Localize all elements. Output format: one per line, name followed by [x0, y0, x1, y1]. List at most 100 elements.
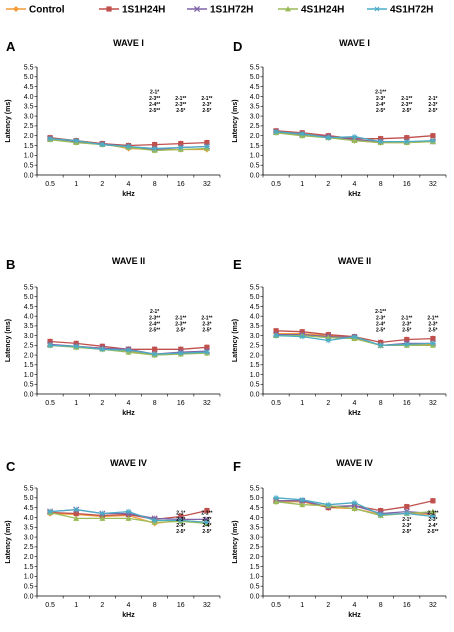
significance-label: 2-1*: [150, 309, 159, 315]
significance-label: 2-5**: [149, 328, 160, 334]
significance-label: 2-5*: [402, 108, 411, 114]
y-tick-label: 0.0: [24, 172, 34, 179]
panels: A WAVE I 0.0 0.5 1.0 1.5 2.0 2.5 3.0 3.5 4.0 4.5 5.0…: [5, 38, 447, 619]
x-tick-label: 32: [429, 400, 437, 407]
data-point: [325, 338, 332, 343]
y-tick-label: 5.0: [24, 495, 34, 502]
y-tick-label: 3.5: [24, 104, 34, 111]
legend: Control 1S1H24H 1S1H72H 4S1H24H 4S1H72H: [6, 5, 433, 16]
y-tick-label: 4.0: [250, 94, 260, 101]
significance-label: 2-1**: [175, 315, 186, 321]
chart-title: WAVE IV: [110, 458, 147, 468]
legend-entry-control: Control: [6, 5, 65, 16]
data-point: [325, 502, 332, 508]
chart-title: WAVE IV: [336, 458, 373, 468]
data-point: [403, 342, 410, 347]
x-tick-label: 8: [379, 181, 383, 188]
significance-label: 2-3*: [376, 315, 385, 321]
significance-label: 2-3**: [401, 102, 412, 108]
legend-label: 4S1H72H: [390, 5, 433, 16]
data-point: [430, 335, 436, 342]
chart-title: WAVE II: [338, 256, 371, 266]
significance-annotation: 2-1**2-3**2-5*: [401, 96, 412, 114]
significance-label: 2-3*: [428, 102, 437, 108]
significance-label: 2-5*: [376, 108, 385, 114]
chart-title: WAVE I: [339, 38, 370, 48]
x-tick-label: 2: [326, 181, 330, 188]
legend-entry-1s1h72h: 1S1H72H: [187, 5, 253, 16]
x-tick-label: 32: [429, 602, 437, 609]
y-axis-label: Latency (ms): [5, 99, 12, 142]
x-tick-label: 4: [353, 602, 357, 609]
x-tick-label: 16: [403, 181, 411, 188]
y-tick-label: 1.5: [24, 143, 34, 150]
x-axis-label: kHz: [122, 191, 135, 198]
significance-label: 2-5**: [427, 529, 438, 535]
panel-letter: F: [233, 459, 241, 474]
data-point: [47, 136, 53, 142]
significance-annotation: 2-1*2-3*2-5*: [402, 517, 411, 535]
x-tick-label: 32: [203, 400, 211, 407]
y-tick-label: 1.5: [24, 564, 34, 571]
x-tick-label: 1: [300, 181, 304, 188]
significance-label: 2-5*: [428, 328, 437, 334]
x-tick-label: 8: [153, 181, 157, 188]
x-tick-label: 0.5: [271, 400, 281, 407]
y-tick-label: 5.0: [24, 294, 34, 301]
data-point: [299, 131, 306, 137]
data-point: [430, 341, 436, 346]
legend-swatch-marker: [374, 6, 380, 12]
x-tick-label: 16: [177, 181, 185, 188]
significance-label: 2-1**: [201, 511, 212, 517]
data-point: [273, 495, 279, 501]
y-tick-label: 1.0: [24, 372, 34, 379]
y-tick-label: 1.0: [24, 153, 34, 160]
y-tick-label: 2.0: [250, 133, 260, 140]
data-point: [377, 512, 384, 517]
data-point: [404, 504, 410, 510]
data-point: [299, 497, 306, 503]
x-tick-label: 1: [74, 181, 78, 188]
significance-annotation: 2-1**2-3*2-5*: [201, 96, 212, 114]
significance-label: 2-3**: [149, 315, 160, 321]
x-tick-label: 4: [127, 181, 131, 188]
data-point: [430, 138, 436, 144]
y-tick-label: 0.5: [24, 162, 34, 169]
data-point: [204, 140, 210, 146]
data-point: [47, 509, 53, 514]
y-tick-label: 5.5: [250, 64, 260, 71]
significance-label: 2-1*: [428, 96, 437, 102]
significance-label: 2-4**: [149, 102, 160, 108]
significance-label: 2-3*: [402, 523, 411, 529]
significance-label: 2-5*: [428, 108, 437, 114]
significance-annotation: 2-1*2-3*2-5*: [428, 96, 437, 114]
data-point: [99, 511, 106, 516]
x-tick-label: 2: [100, 400, 104, 407]
significance-label: 2-5*: [176, 529, 185, 535]
legend-label: 4S1H24H: [301, 5, 344, 16]
x-tick-label: 4: [353, 400, 357, 407]
y-tick-label: 3.5: [24, 525, 34, 532]
data-point: [430, 133, 436, 139]
data-point: [430, 514, 436, 519]
x-axis-label: kHz: [348, 612, 361, 619]
data-point: [273, 333, 279, 339]
x-tick-label: 2: [326, 602, 330, 609]
significance-annotation: 2-1**2-3**2-5*: [175, 315, 186, 333]
y-tick-label: 3.5: [250, 525, 260, 532]
series-4s1h72h: [273, 332, 436, 349]
significance-label: 2-5*: [376, 328, 385, 334]
y-axis-label: Latency (ms): [232, 319, 239, 362]
data-point: [325, 135, 332, 141]
y-tick-label: 4.5: [250, 505, 260, 512]
y-tick-label: 2.5: [24, 544, 34, 551]
significance-annotation: 2-1**2-3*2-4*2-5*: [375, 309, 386, 334]
y-tick-label: 5.0: [250, 294, 260, 301]
significance-label: 2-1**: [401, 96, 412, 102]
significance-annotation: 2-1**2-3*2-4*2-5**: [427, 511, 438, 536]
data-point: [99, 515, 106, 521]
y-tick-label: 3.0: [24, 534, 34, 541]
y-tick-label: 3.0: [24, 333, 34, 340]
series-4s1h72h: [273, 494, 436, 520]
y-tick-label: 2.5: [24, 343, 34, 350]
